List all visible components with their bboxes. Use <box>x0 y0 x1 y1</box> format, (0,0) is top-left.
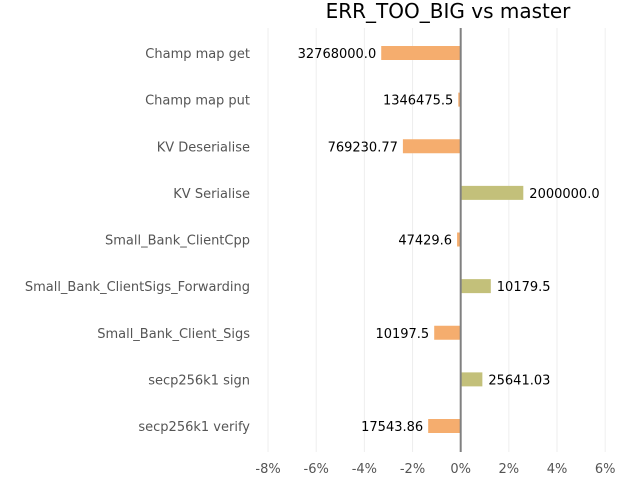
data-label: 32768000.0 <box>298 47 377 62</box>
category-label: Small_Bank_ClientCpp <box>105 234 250 249</box>
category-label: Small_Bank_Client_Sigs <box>97 327 250 342</box>
x-tick-label: 4% <box>547 462 568 477</box>
x-tick-label: -8% <box>255 462 280 477</box>
category-label: secp256k1 sign <box>148 373 250 388</box>
x-tick-label: 6% <box>595 462 616 477</box>
x-tick-label: -6% <box>304 462 329 477</box>
bar <box>460 185 524 200</box>
data-label: 1346475.5 <box>383 94 453 109</box>
data-label: 25641.03 <box>488 373 550 388</box>
bar <box>460 279 491 294</box>
category-label: Champ map get <box>145 47 250 62</box>
bar <box>428 419 461 433</box>
chart-title: ERR_TOO_BIG vs master <box>326 0 572 23</box>
bar <box>381 46 461 60</box>
category-label: KV Deserialise <box>157 140 250 155</box>
category-label: Champ map put <box>145 94 250 109</box>
bar <box>458 92 461 107</box>
x-tick-labels: -8% -6% -4% -2% 0% 2% 4% 6% <box>255 462 615 477</box>
category-labels: Champ map get Champ map put KV Deserialise… <box>25 47 250 435</box>
data-label: 10197.5 <box>375 327 429 342</box>
data-label: 769230.77 <box>328 140 398 155</box>
data-label: 17543.86 <box>361 420 423 435</box>
x-tick-label: -4% <box>352 462 377 477</box>
data-label: 2000000.0 <box>529 187 599 202</box>
x-tick-label: -2% <box>400 462 425 477</box>
bar <box>460 372 483 387</box>
category-label: Small_Bank_ClientSigs_Forwarding <box>25 280 250 295</box>
bars <box>381 46 524 433</box>
data-label: 10179.5 <box>497 280 551 295</box>
data-label: 47429.6 <box>398 234 452 249</box>
category-label: secp256k1 verify <box>138 420 250 435</box>
x-tick-label: 0% <box>450 462 471 477</box>
category-label: KV Serialise <box>173 187 250 202</box>
data-labels: 32768000.0 1346475.5 769230.77 2000000.0 474… <box>298 47 600 435</box>
bar <box>457 232 461 247</box>
bar <box>402 139 461 154</box>
bar <box>434 325 461 340</box>
x-tick-label: 2% <box>499 462 520 477</box>
